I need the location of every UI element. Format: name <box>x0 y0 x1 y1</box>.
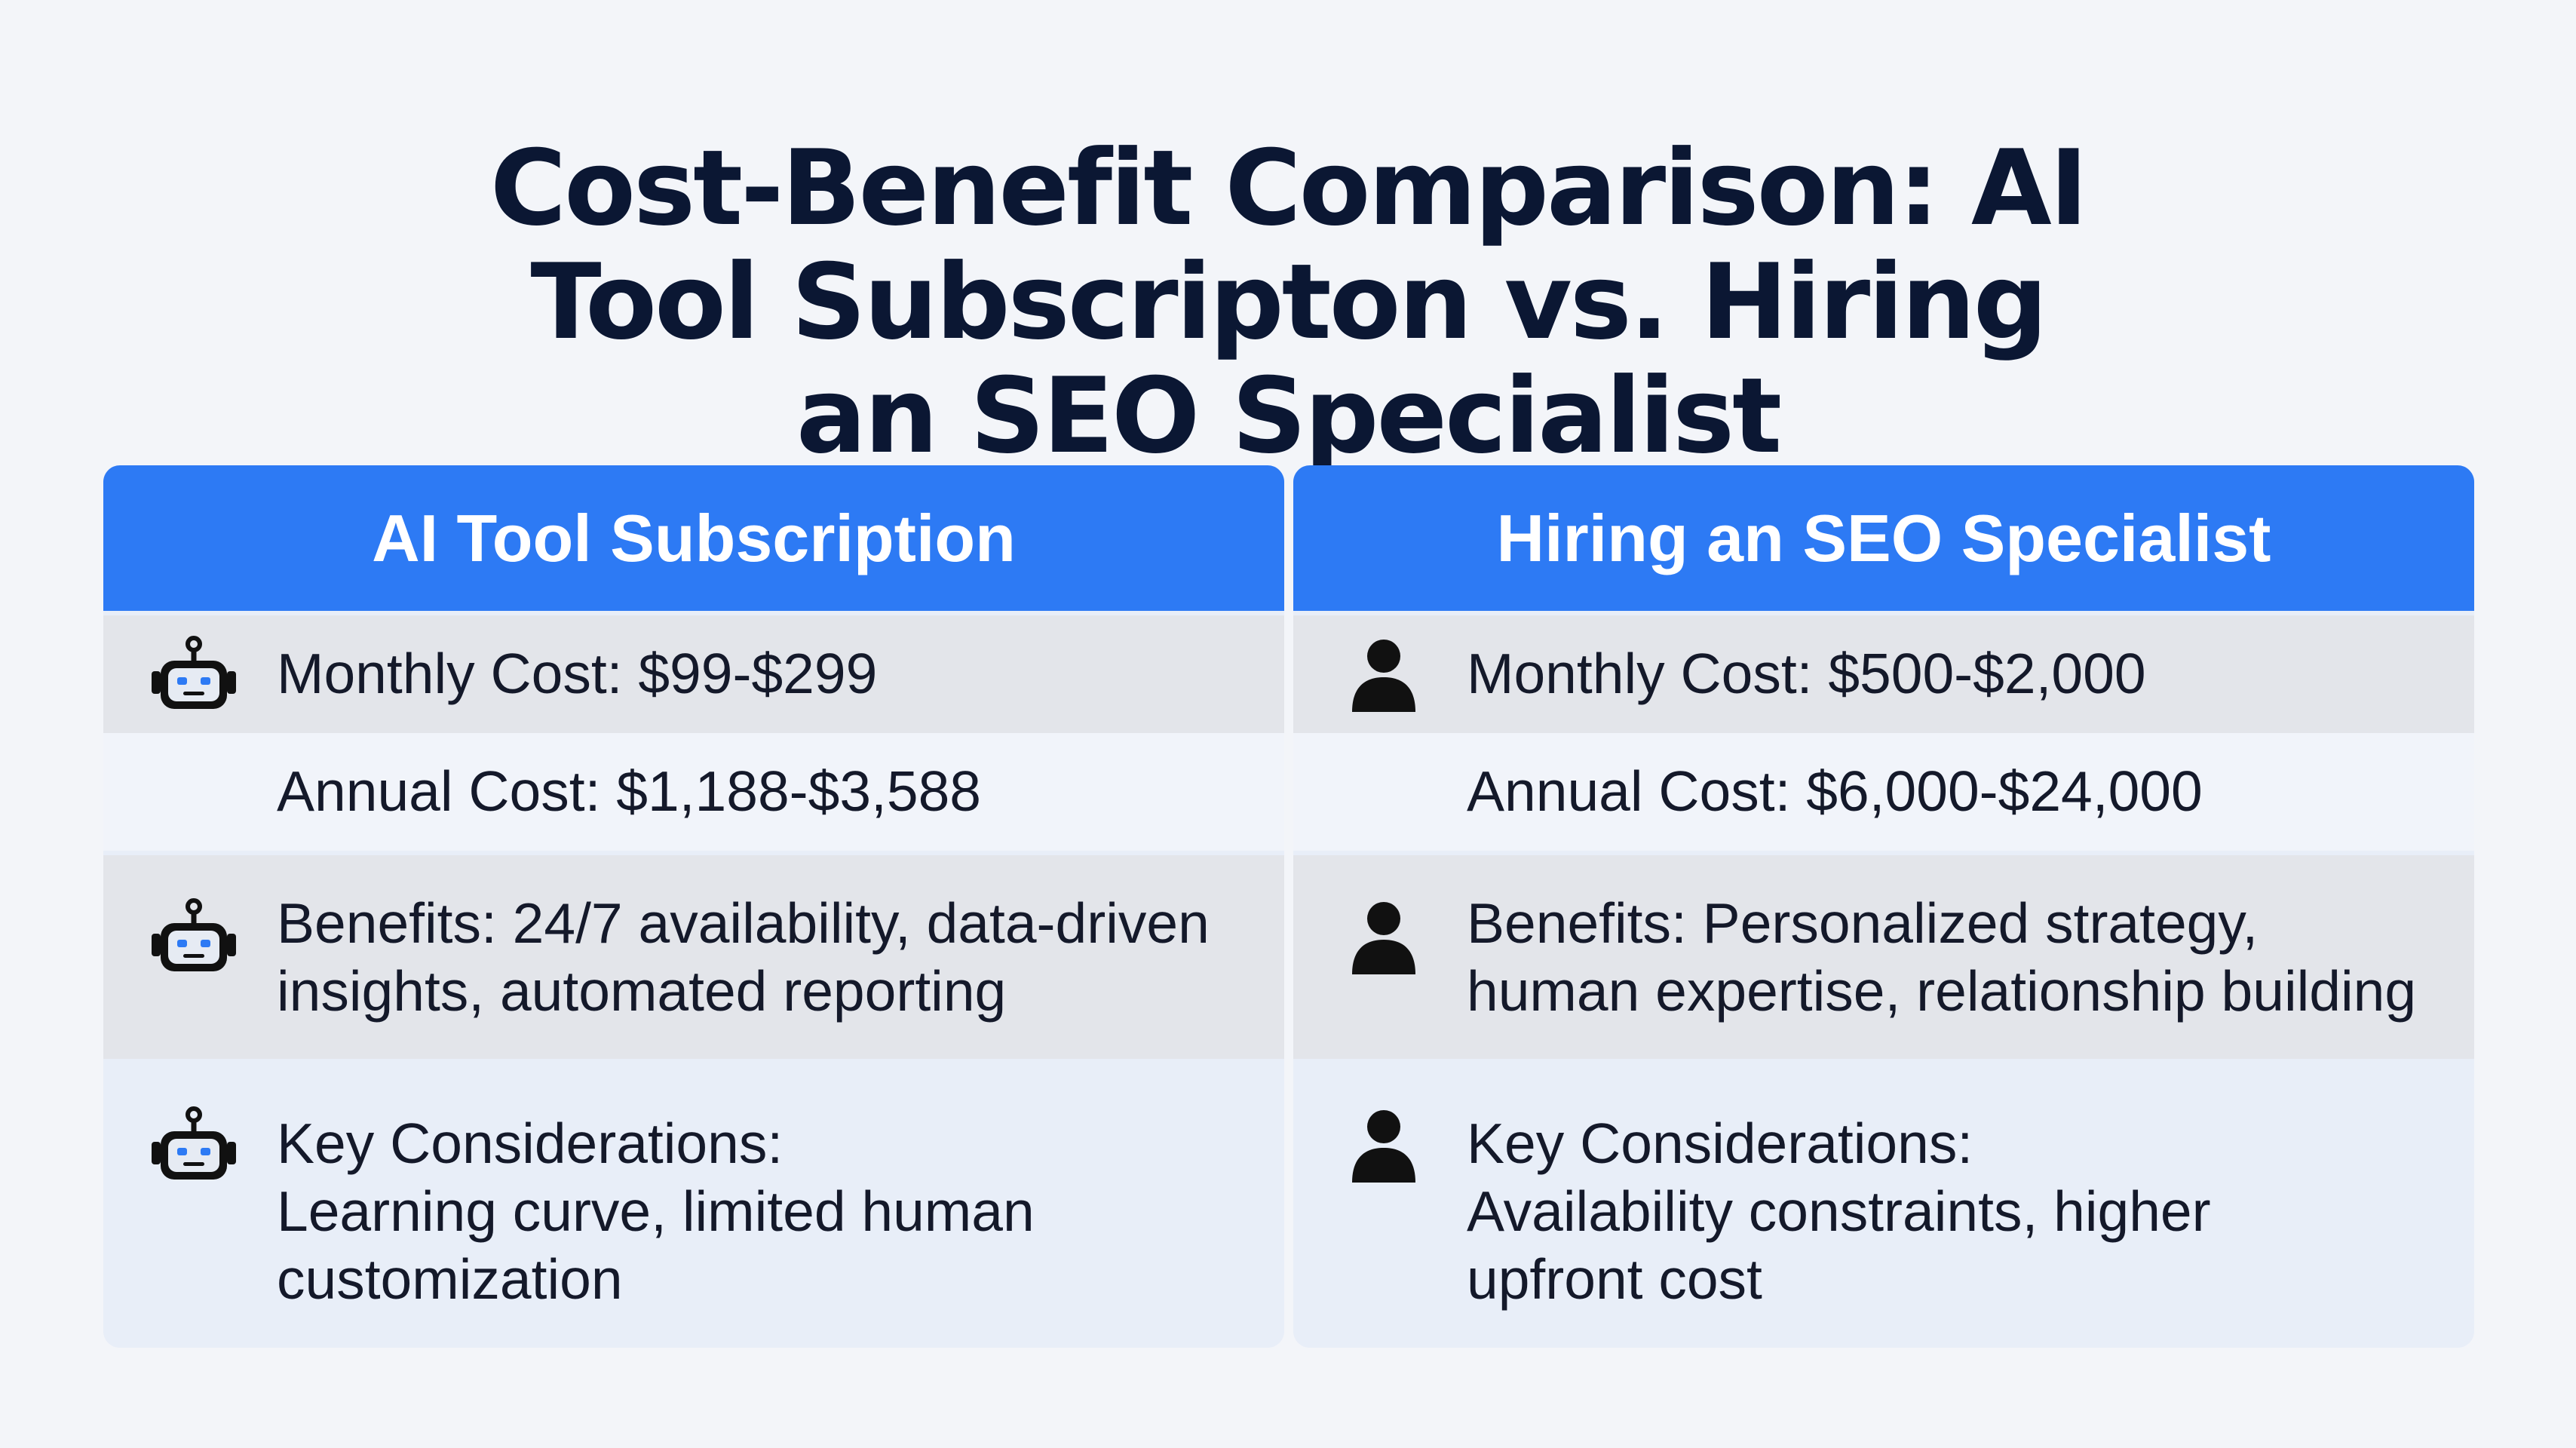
seo-specialist-column-header: Hiring an SEO Specialist <box>1293 465 2474 611</box>
seo-considerations-row: Key Considerations: Availability constra… <box>1293 1075 2474 1348</box>
row-text-line: customization <box>277 1247 623 1311</box>
page-title: Cost-Benefit Comparison: AI Tool Subscri… <box>0 131 2576 473</box>
seo-annual-cost-row: Annual Cost: $6,000-$24,000 <box>1293 733 2474 851</box>
row-text-line: insights, automated reporting <box>277 959 1007 1023</box>
seo-annual-cost-text: Annual Cost: $6,000-$24,000 <box>1467 757 2459 825</box>
row-text-line: Monthly Cost: $99-$299 <box>277 642 878 705</box>
title-line: an SEO Specialist <box>796 355 1782 477</box>
row-text-line: Availability constraints, higher <box>1467 1180 2211 1243</box>
row-text-line: Annual Cost: $6,000-$24,000 <box>1467 759 2203 823</box>
ai-considerations-text: Key Considerations: Learning curve, limi… <box>277 1109 1269 1313</box>
robot-icon <box>149 896 239 979</box>
person-icon <box>1339 634 1429 716</box>
robot-icon <box>149 1104 239 1187</box>
seo-specialist-column: Hiring an SEO Specialist Monthly Cost: $… <box>1293 465 2474 1348</box>
seo-monthly-cost-row: Monthly Cost: $500-$2,000 <box>1293 615 2474 733</box>
robot-icon <box>149 634 239 716</box>
ai-tool-column-header: AI Tool Subscription <box>103 465 1284 611</box>
row-text-line: Key Considerations: <box>1467 1112 1973 1175</box>
ai-benefits-row: Benefits: 24/7 availability, data-driven… <box>103 855 1284 1059</box>
seo-considerations-text: Key Considerations: Availability constra… <box>1467 1109 2459 1313</box>
row-text-line: upfront cost <box>1467 1247 1762 1311</box>
ai-monthly-cost-row: Monthly Cost: $99-$299 <box>103 615 1284 733</box>
person-icon <box>1339 896 1429 979</box>
ai-annual-cost-text: Annual Cost: $1,188-$3,588 <box>277 757 1269 825</box>
title-line: Cost-Benefit Comparison: AI <box>489 127 2088 250</box>
seo-monthly-cost-text: Monthly Cost: $500-$2,000 <box>1467 640 2459 707</box>
person-icon <box>1339 1104 1429 1187</box>
row-text-line: Key Considerations: <box>277 1112 784 1175</box>
row-text-line: human expertise, relationship building <box>1467 959 2417 1023</box>
row-text-line: Benefits: 24/7 availability, data-driven <box>277 891 1210 955</box>
ai-considerations-row: Key Considerations: Learning curve, limi… <box>103 1075 1284 1348</box>
title-line: Tool Subscripton vs. Hiring <box>530 241 2047 364</box>
seo-benefits-row: Benefits: Personalized strategy, human e… <box>1293 855 2474 1059</box>
row-text-line: Monthly Cost: $500-$2,000 <box>1467 642 2146 705</box>
row-text-line: Learning curve, limited human <box>277 1180 1035 1243</box>
row-text-line: Annual Cost: $1,188-$3,588 <box>277 759 982 823</box>
ai-tool-column: AI Tool Subscription Monthly Cost: $99-$… <box>103 465 1284 1348</box>
ai-monthly-cost-text: Monthly Cost: $99-$299 <box>277 640 1269 707</box>
row-text-line: Benefits: Personalized strategy, <box>1467 891 2259 955</box>
ai-annual-cost-row: Annual Cost: $1,188-$3,588 <box>103 733 1284 851</box>
ai-benefits-text: Benefits: 24/7 availability, data-driven… <box>277 889 1269 1025</box>
seo-benefits-text: Benefits: Personalized strategy, human e… <box>1467 889 2459 1025</box>
